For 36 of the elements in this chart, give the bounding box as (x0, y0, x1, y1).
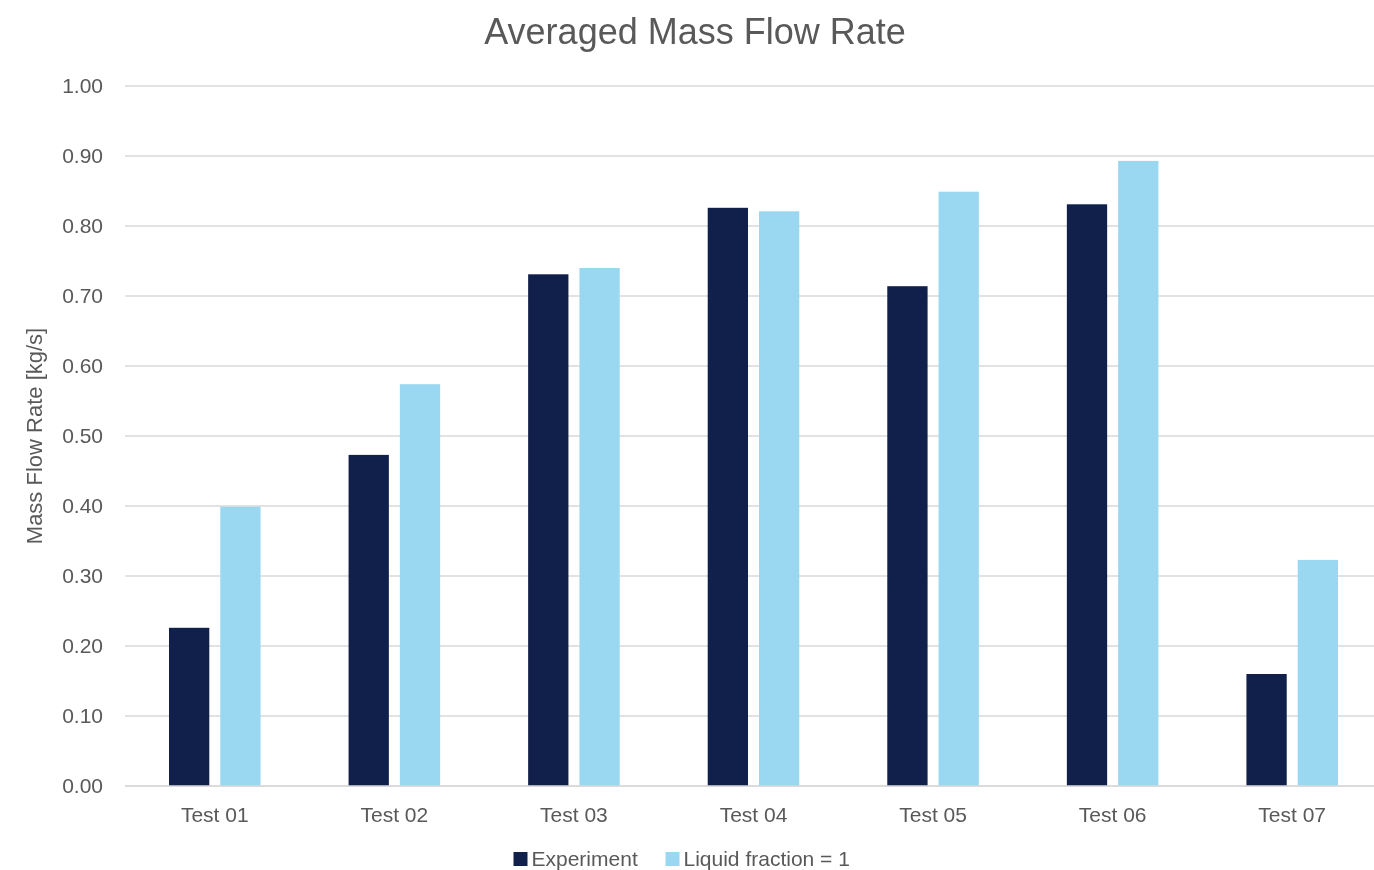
legend-label: Liquid fraction = 1 (683, 847, 850, 870)
y-tick-label: 0.00 (62, 774, 103, 798)
bar (169, 627, 210, 786)
bar (528, 274, 569, 786)
bar (220, 506, 261, 786)
bar (707, 207, 748, 786)
bar (348, 454, 389, 786)
x-tick-label: Test 07 (1258, 803, 1327, 826)
y-tick-label: 0.80 (62, 214, 103, 238)
bar (1066, 204, 1108, 786)
bar (938, 191, 979, 786)
y-tick-label: 0.20 (62, 634, 103, 658)
x-tick-label: Test 02 (360, 803, 429, 826)
y-tick-label: 1.00 (62, 74, 103, 98)
y-tick-label: 0.10 (62, 704, 103, 728)
bar (1118, 160, 1159, 786)
y-tick-label: 0.70 (62, 284, 103, 308)
y-tick-label: 0.30 (62, 564, 103, 588)
bar (579, 268, 620, 786)
x-tick-label: Test 04 (719, 803, 788, 826)
y-tick-label: 0.90 (62, 144, 103, 168)
x-tick-label: Test 01 (180, 803, 249, 826)
chart-title: Averaged Mass Flow Rate (484, 11, 906, 52)
bar (1246, 674, 1287, 786)
bar (399, 384, 441, 786)
x-tick-label: Test 03 (540, 803, 608, 826)
legend-label: Experiment (531, 847, 638, 870)
bar (1297, 559, 1339, 786)
y-tick-label: 0.60 (62, 354, 103, 378)
y-tick-label: 0.40 (62, 494, 103, 518)
x-tick-label: Test 05 (899, 803, 967, 826)
bar (759, 211, 800, 786)
y-tick-label: 0.50 (62, 424, 103, 448)
bar (887, 286, 928, 786)
x-tick-label: Test 06 (1078, 803, 1147, 826)
y-axis-title: Mass Flow Rate [kg/s] (22, 327, 47, 545)
